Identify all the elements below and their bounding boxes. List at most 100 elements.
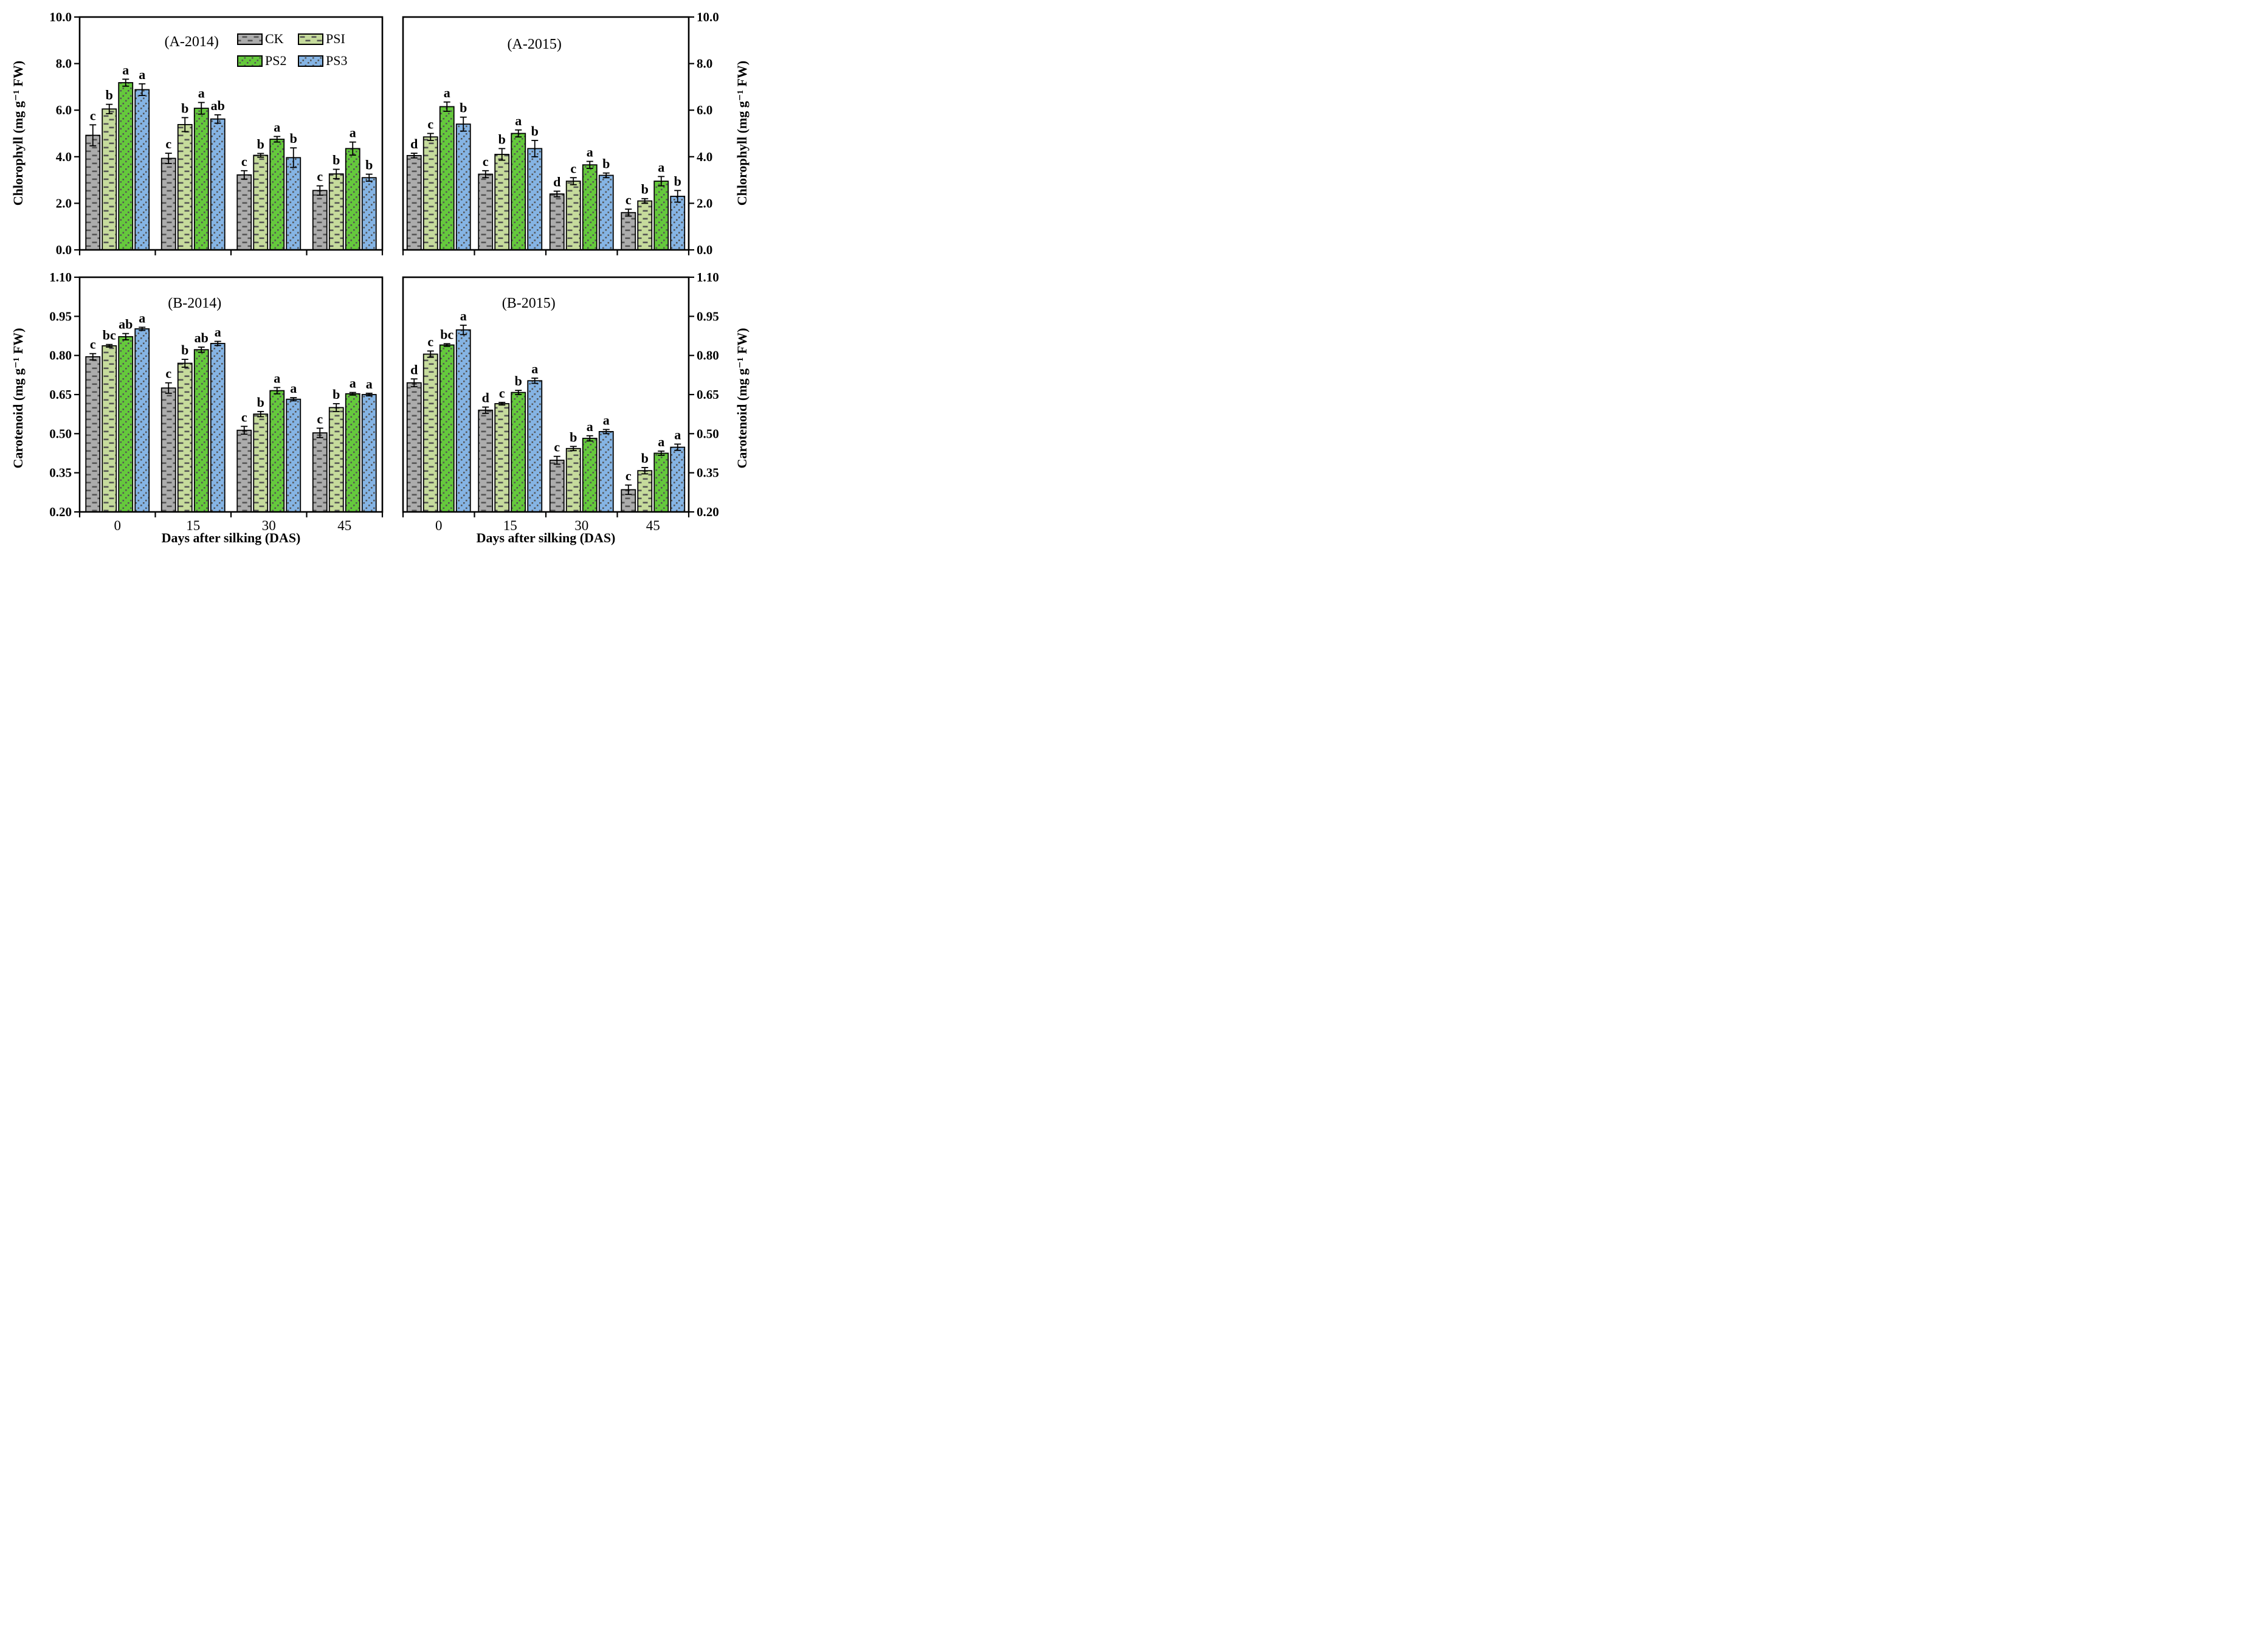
svg-text:b: b xyxy=(460,100,467,116)
bar-PSI-das0 xyxy=(102,108,117,250)
svg-text:0.20: 0.20 xyxy=(49,505,72,519)
svg-text:a: a xyxy=(274,119,280,134)
svg-text:2.0: 2.0 xyxy=(697,196,712,210)
bar-PS3-das45 xyxy=(361,394,377,513)
svg-text:b: b xyxy=(181,100,188,116)
svg-text:c: c xyxy=(483,154,489,169)
bar-PS3-das45 xyxy=(670,196,686,250)
svg-text:0.50: 0.50 xyxy=(49,426,72,441)
bar-PS2-das45 xyxy=(345,148,360,250)
chart-panel-b-2015: d c bc a 0 d c b a 15 c b a a 30 c b a a 45 0.20 0.35 0.50 0.65… xyxy=(399,271,755,544)
svg-text:a: a xyxy=(515,113,522,128)
svg-text:c: c xyxy=(499,385,505,401)
bar-CK-das30 xyxy=(549,193,565,250)
svg-text:c: c xyxy=(427,117,433,132)
bar-CK-das45 xyxy=(621,212,636,250)
svg-text:a: a xyxy=(139,67,145,82)
svg-text:a: a xyxy=(274,370,280,385)
svg-text:ab: ab xyxy=(195,330,209,345)
svg-text:1.10: 1.10 xyxy=(697,271,719,285)
bar-PS3-das15 xyxy=(210,118,226,250)
legend-swatch-PSI xyxy=(298,33,323,45)
svg-text:0.20: 0.20 xyxy=(697,505,719,519)
bar-PSI-das45 xyxy=(328,407,344,513)
svg-text:b: b xyxy=(106,88,113,103)
bar-PSI-das15 xyxy=(177,124,193,250)
bar-CK-das30 xyxy=(549,460,565,513)
bar-PS2-das30 xyxy=(582,164,598,250)
y-axis-title-carotenoid-left: Carotenoid (mg g⁻¹ FW) xyxy=(10,328,26,469)
svg-text:a: a xyxy=(587,144,593,159)
svg-text:a: a xyxy=(350,376,356,391)
svg-text:6.0: 6.0 xyxy=(697,103,712,117)
svg-text:c: c xyxy=(626,192,632,207)
bar-CK-das0 xyxy=(406,382,422,513)
svg-text:a: a xyxy=(139,310,145,325)
svg-text:a: a xyxy=(444,85,450,100)
svg-text:c: c xyxy=(317,169,323,184)
svg-text:0.50: 0.50 xyxy=(697,426,719,441)
svg-text:a: a xyxy=(215,325,221,340)
svg-text:4.0: 4.0 xyxy=(56,150,72,164)
bar-PS2-das45 xyxy=(345,393,360,513)
legend-swatch-CK xyxy=(237,33,263,45)
y-axis-title-chlorophyll-right: Chlorophyll (mg g⁻¹ FW) xyxy=(734,60,750,206)
svg-text:a: a xyxy=(198,86,205,101)
bar-PS2-das45 xyxy=(653,181,669,250)
svg-text:b: b xyxy=(570,429,577,444)
bar-CK-das45 xyxy=(312,432,328,513)
svg-text:b: b xyxy=(674,173,681,188)
bar-CK-das0 xyxy=(85,134,101,250)
bar-PS3-das30 xyxy=(598,431,614,513)
svg-text:(A-2014): (A-2014) xyxy=(165,34,219,50)
bar-PS2-das30 xyxy=(582,438,598,513)
svg-text:(A-2015): (A-2015) xyxy=(508,36,562,52)
svg-text:a: a xyxy=(460,308,467,323)
bar-PS3-das45 xyxy=(670,446,686,513)
svg-text:a: a xyxy=(674,427,681,442)
svg-text:c: c xyxy=(317,411,323,426)
svg-text:c: c xyxy=(570,160,576,176)
bar-PS2-das0 xyxy=(118,82,134,250)
bar-PS3-das15 xyxy=(527,380,543,513)
svg-text:a: a xyxy=(122,62,129,77)
svg-text:d: d xyxy=(553,174,560,189)
bar-PS3-das0 xyxy=(455,329,471,513)
svg-text:0.65: 0.65 xyxy=(697,387,719,402)
svg-text:(B-2014): (B-2014) xyxy=(168,295,221,311)
svg-text:c: c xyxy=(165,366,171,381)
svg-text:PS2: PS2 xyxy=(265,53,286,68)
svg-text:0.0: 0.0 xyxy=(56,243,72,257)
svg-text:b: b xyxy=(181,342,188,357)
svg-text:b: b xyxy=(641,182,649,197)
bar-PS2-das15 xyxy=(193,108,209,250)
svg-text:0.0: 0.0 xyxy=(697,243,712,257)
bar-PSI-das30 xyxy=(565,447,581,513)
svg-text:0.80: 0.80 xyxy=(697,348,719,363)
svg-text:0.35: 0.35 xyxy=(49,466,72,480)
svg-text:(B-2015): (B-2015) xyxy=(502,295,556,311)
panel-svg-A-2014: cba acbaabcbabcbab0.02.04.06.08.010.0(A-2… xyxy=(49,11,384,257)
svg-text:c: c xyxy=(241,409,247,424)
svg-text:a: a xyxy=(587,419,593,434)
svg-text:30: 30 xyxy=(574,518,588,533)
y-axis-title-carotenoid-right: Carotenoid (mg g⁻¹ FW) xyxy=(734,328,750,469)
svg-text:c: c xyxy=(90,337,96,352)
svg-text:4.0: 4.0 xyxy=(697,150,712,164)
svg-text:c: c xyxy=(427,334,433,349)
svg-text:c: c xyxy=(241,154,247,169)
svg-text:b: b xyxy=(515,373,522,388)
bar-PS3-das15 xyxy=(527,148,543,250)
bar-PSI-das15 xyxy=(177,362,193,513)
bar-PS2-das15 xyxy=(193,349,209,513)
bar-PS3-das0 xyxy=(134,328,150,513)
svg-text:0.95: 0.95 xyxy=(49,309,72,323)
bar-PS2-das30 xyxy=(269,390,285,513)
bar-PSI-das30 xyxy=(253,154,269,250)
svg-text:a: a xyxy=(603,412,610,427)
bar-PSI-das0 xyxy=(422,353,438,513)
bar-PSI-das15 xyxy=(494,154,510,250)
svg-text:0: 0 xyxy=(114,518,122,533)
bar-CK-das15 xyxy=(478,173,494,250)
svg-text:ab: ab xyxy=(119,317,133,332)
